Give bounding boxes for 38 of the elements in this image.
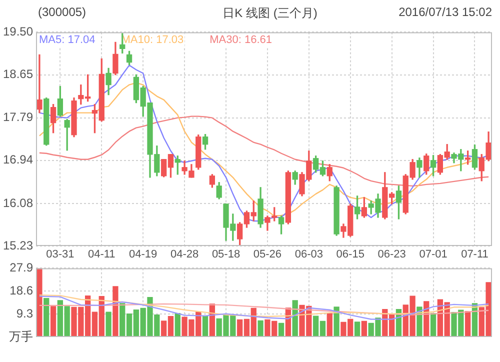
bar [334,306,340,337]
y-tick-label: 9.3 [16,306,34,320]
x-tick-label: 03-31 [46,248,74,261]
y-axis-title: 万手 [9,329,33,344]
x-tick-label: 07-11 [461,248,488,261]
x-tick-label: 06-15 [336,248,364,261]
x-tick-label: 05-26 [253,248,282,261]
y-tick-label: 18.6 [10,283,34,298]
bar [202,316,208,337]
y-tick-label: 16.94 [2,152,34,167]
bar [112,286,118,337]
bar [361,320,368,337]
x-tick-label: 05-18 [212,248,240,261]
x-tick-label: 04-19 [129,248,158,261]
text: (300005) [38,5,86,19]
y-tick-label: 27.9 [10,260,34,275]
bar [106,312,112,337]
x-tick-label: 06-23 [378,248,406,261]
text: MA5: 17.04 [39,34,96,46]
x-tick-label: 06-03 [294,248,323,261]
bar [258,320,264,337]
y-tick-label: 16.08 [2,196,34,210]
chart-title: 日K 线图 (三个月) [222,6,318,20]
bar [44,298,50,337]
candlestick [36,54,42,114]
text: MA30: 16.61 [210,34,272,46]
bar [326,312,332,337]
bar [354,322,360,337]
y-tick-label: 19.50 [2,24,34,39]
text: 2016/07/13 15:02 [398,5,492,19]
x-tick-label: 04-11 [88,248,116,261]
y-tick-label: 17.79 [2,110,34,124]
x-tick-label: 04-28 [170,248,199,261]
y-tick-label: 18.65 [2,67,34,82]
x-tick-label: 07-01 [419,248,448,261]
y-tick-label: 15.23 [2,238,34,252]
bar [36,268,42,337]
bar [50,306,56,337]
